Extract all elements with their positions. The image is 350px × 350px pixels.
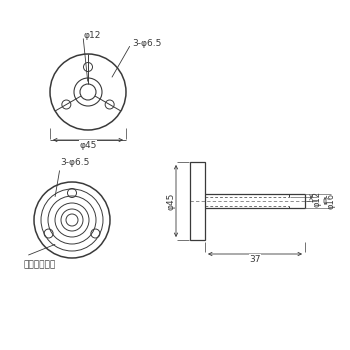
Text: φ12: φ12	[84, 32, 102, 41]
Text: φ45: φ45	[166, 192, 175, 210]
Text: 37: 37	[249, 255, 261, 264]
Text: ガイドレール: ガイドレール	[24, 260, 56, 269]
Text: φ16: φ16	[326, 193, 335, 209]
Text: 3-φ6.5: 3-φ6.5	[60, 158, 89, 167]
Text: 3-φ6.5: 3-φ6.5	[132, 40, 161, 49]
Text: φ45: φ45	[79, 141, 97, 150]
Text: φ12: φ12	[312, 191, 321, 207]
Bar	[190, 162, 205, 240]
